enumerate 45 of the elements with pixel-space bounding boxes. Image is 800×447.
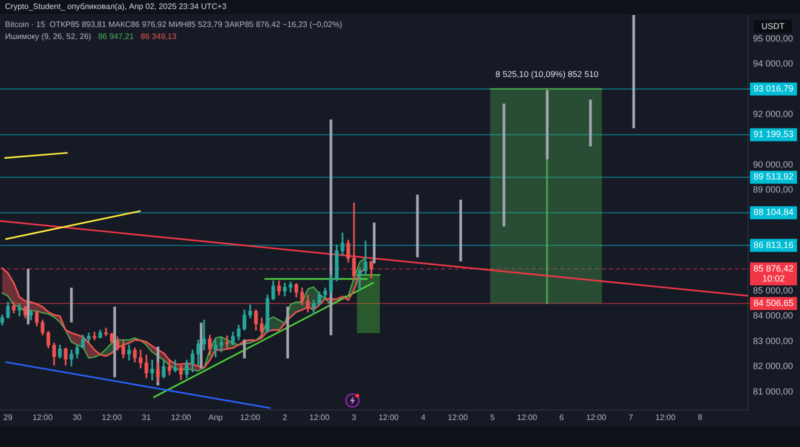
x-tick-label: 12:00 [517,413,538,422]
annotation: Ишимоку (9, 26, 52, 26) [5,32,92,42]
ref-line-label: 89 513,92 [753,172,794,182]
x-tick-label: 12:00 [309,413,330,422]
ref-line-label: 88 104,84 [753,207,794,218]
ref-line-label: 85 876,42 10:02 [753,263,794,284]
x-tick-label: 5 [490,413,496,422]
x-tick-label: 30 [72,413,82,422]
y-axis-title: USDT [761,20,785,31]
x-tick-label: 29 [4,413,13,422]
y-tick-label: 94 000,00 [753,58,794,69]
y-tick-label: 85 000,00 [753,286,794,296]
annotation: 86 349,13 [140,32,177,42]
y-tick-label: 95 000,00 [753,33,794,44]
ref-line-label: 84 506,65 [753,298,794,308]
y-tick-label: 84 000,00 [753,310,794,321]
text: Bitcoin · 15 ОТКР85 893,81 МАКС86 976,92 МИН85 523,79 ЗАКР85 876,42 −16,23 (−0,02%) [5,20,342,30]
y-tick-label: 92 000,00 [753,109,794,120]
y-tick-label: 82 000,00 [753,361,794,372]
y-tick-label: 83 000,00 [753,336,794,346]
ref-line-label: 91 199,53 [753,129,794,140]
y-tick-label: 81 000,00 [753,386,794,396]
y-tick-label: 90 000,00 [753,159,794,170]
ref-line-label: 93 016,79 [753,83,794,94]
x-tick-label: 12:00 [378,413,400,422]
x-tick-label: 12:00 [586,413,607,422]
x-tick-label: 4 [420,413,426,422]
x-tick-label: 2 [282,413,288,422]
x-tick-label: 12:00 [240,413,261,422]
x-tick-label: 7 [628,413,634,422]
x-tick-label: 12:00 [102,413,122,422]
x-tick-label: 6 [559,413,564,422]
x-tick-label: 31 [142,413,152,422]
x-tick-label: 12:00 [32,413,54,422]
x-tick-label: 12:00 [170,413,192,422]
x-tick-label: 8 [698,413,703,422]
x-tick-label: 12:00 [448,413,468,422]
ref-line-label: 86 813,16 [753,240,794,250]
x-tick-label: Апр [208,413,224,422]
y-tick-label: 89 000,00 [753,184,794,195]
annotation: 8 525,10 (10,09%) 852 510 [496,69,599,80]
x-tick-label: 3 [352,413,357,422]
x-tick-label: 12:00 [655,413,676,422]
annotation: 86 947,21 [98,32,134,42]
chart-title: Crypto_Student_ опубликовал(а), Апр 02, 2025 23:34 UTC+3 [5,2,228,12]
